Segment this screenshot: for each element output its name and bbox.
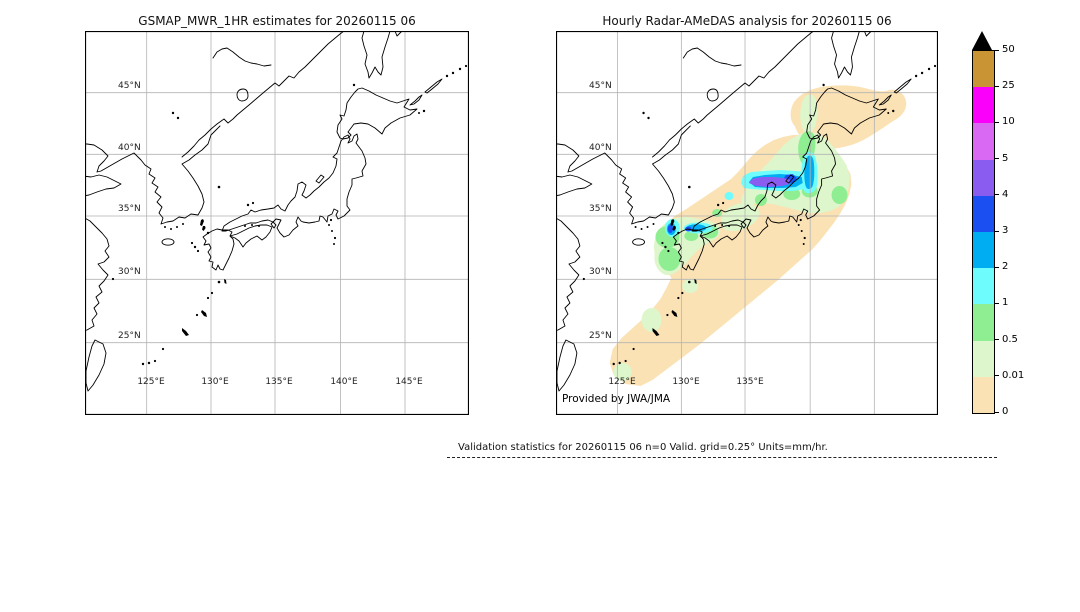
lon-label: 130°E xyxy=(201,377,229,387)
map-frame xyxy=(85,31,469,415)
colorbar-tick-label: 0 xyxy=(1002,406,1009,417)
colorbar-tick xyxy=(994,339,999,341)
colorbar-tick-label: 5 xyxy=(1002,152,1009,164)
colorbar-bar xyxy=(972,50,995,414)
right-map-title: Hourly Radar-AMeDAS analysis for 2026011… xyxy=(602,14,892,28)
colorbar-tick xyxy=(994,375,999,377)
colorbar-tick-label: 10 xyxy=(1002,116,1015,128)
map-frame xyxy=(556,31,938,415)
colorbar-tick-label: 25 xyxy=(1002,80,1015,92)
right-map-panel: 45°N 40°N 35°N 30°N 25°N 125°E 130°E 135… xyxy=(556,31,938,415)
lon-label: 130°E xyxy=(672,377,700,387)
colorbar-segment-0.5-1 xyxy=(973,304,994,341)
lat-label: 25°N xyxy=(589,331,612,341)
right-map-svg xyxy=(556,31,938,415)
colorbar-tick xyxy=(994,158,999,160)
colorbar-tick-label: 4 xyxy=(1002,188,1009,200)
lon-label: 145°E xyxy=(395,377,423,387)
colorbar-tick xyxy=(994,49,999,51)
lat-label: 35°N xyxy=(118,204,141,214)
lon-label: 135°E xyxy=(265,377,293,387)
lat-label: 40°N xyxy=(589,143,612,153)
lat-label: 45°N xyxy=(589,81,612,91)
lon-label: 140°E xyxy=(330,377,358,387)
lon-label: 125°E xyxy=(608,377,636,387)
lat-label: 30°N xyxy=(118,267,141,277)
colorbar-tick-label: 0.5 xyxy=(1002,333,1018,345)
colorbar-overflow-triangle xyxy=(972,31,992,50)
lon-label: 125°E xyxy=(137,377,165,387)
colorbar-segment-3-4 xyxy=(973,195,994,232)
colorbar-tick xyxy=(994,230,999,232)
lat-label: 40°N xyxy=(118,143,141,153)
colorbar-tick xyxy=(994,302,999,304)
colorbar-tick xyxy=(994,121,999,123)
colorbar-tick-label: 0.01 xyxy=(1002,369,1025,381)
colorbar-segment-0.01-0.5 xyxy=(973,340,994,377)
stats-divider-line xyxy=(447,457,997,458)
colorbar-segment-0-0.01 xyxy=(973,376,994,413)
colorbar-tick-label: 3 xyxy=(1002,225,1009,236)
colorbar-tick xyxy=(994,411,999,413)
left-map-title: GSMAP_MWR_1HR estimates for 20260115 06 xyxy=(138,14,416,28)
lat-label: 30°N xyxy=(589,267,612,277)
colorbar-segment-1-2 xyxy=(973,268,994,305)
validation-stats-text: Validation statistics for 20260115 06 n=… xyxy=(458,442,828,453)
colorbar-segment-25-50 xyxy=(973,51,994,88)
lon-label: 135°E xyxy=(736,377,764,387)
colorbar-tick xyxy=(994,194,999,196)
colorbar-tick-label: 50 xyxy=(1002,44,1015,55)
colorbar-segment-4-5 xyxy=(973,159,994,196)
data-credit: Provided by JWA/JMA xyxy=(562,393,671,405)
colorbar-segment-10-25 xyxy=(973,87,994,124)
lat-label: 45°N xyxy=(118,81,141,91)
colorbar-tick xyxy=(994,85,999,87)
colorbar-tick-label: 1 xyxy=(1002,297,1009,309)
colorbar-segment-2-3 xyxy=(973,231,994,269)
left-map-panel: 45°N 40°N 35°N 30°N 25°N 125°E 130°E 135… xyxy=(85,31,469,415)
colorbar-tick-label: 2 xyxy=(1002,261,1009,273)
lat-label: 25°N xyxy=(118,331,141,341)
colorbar-tick xyxy=(994,266,999,268)
left-map-svg xyxy=(85,31,469,415)
lat-label: 35°N xyxy=(589,204,612,214)
colorbar-segment-5-10 xyxy=(973,123,994,160)
precipitation-layer xyxy=(609,85,907,386)
